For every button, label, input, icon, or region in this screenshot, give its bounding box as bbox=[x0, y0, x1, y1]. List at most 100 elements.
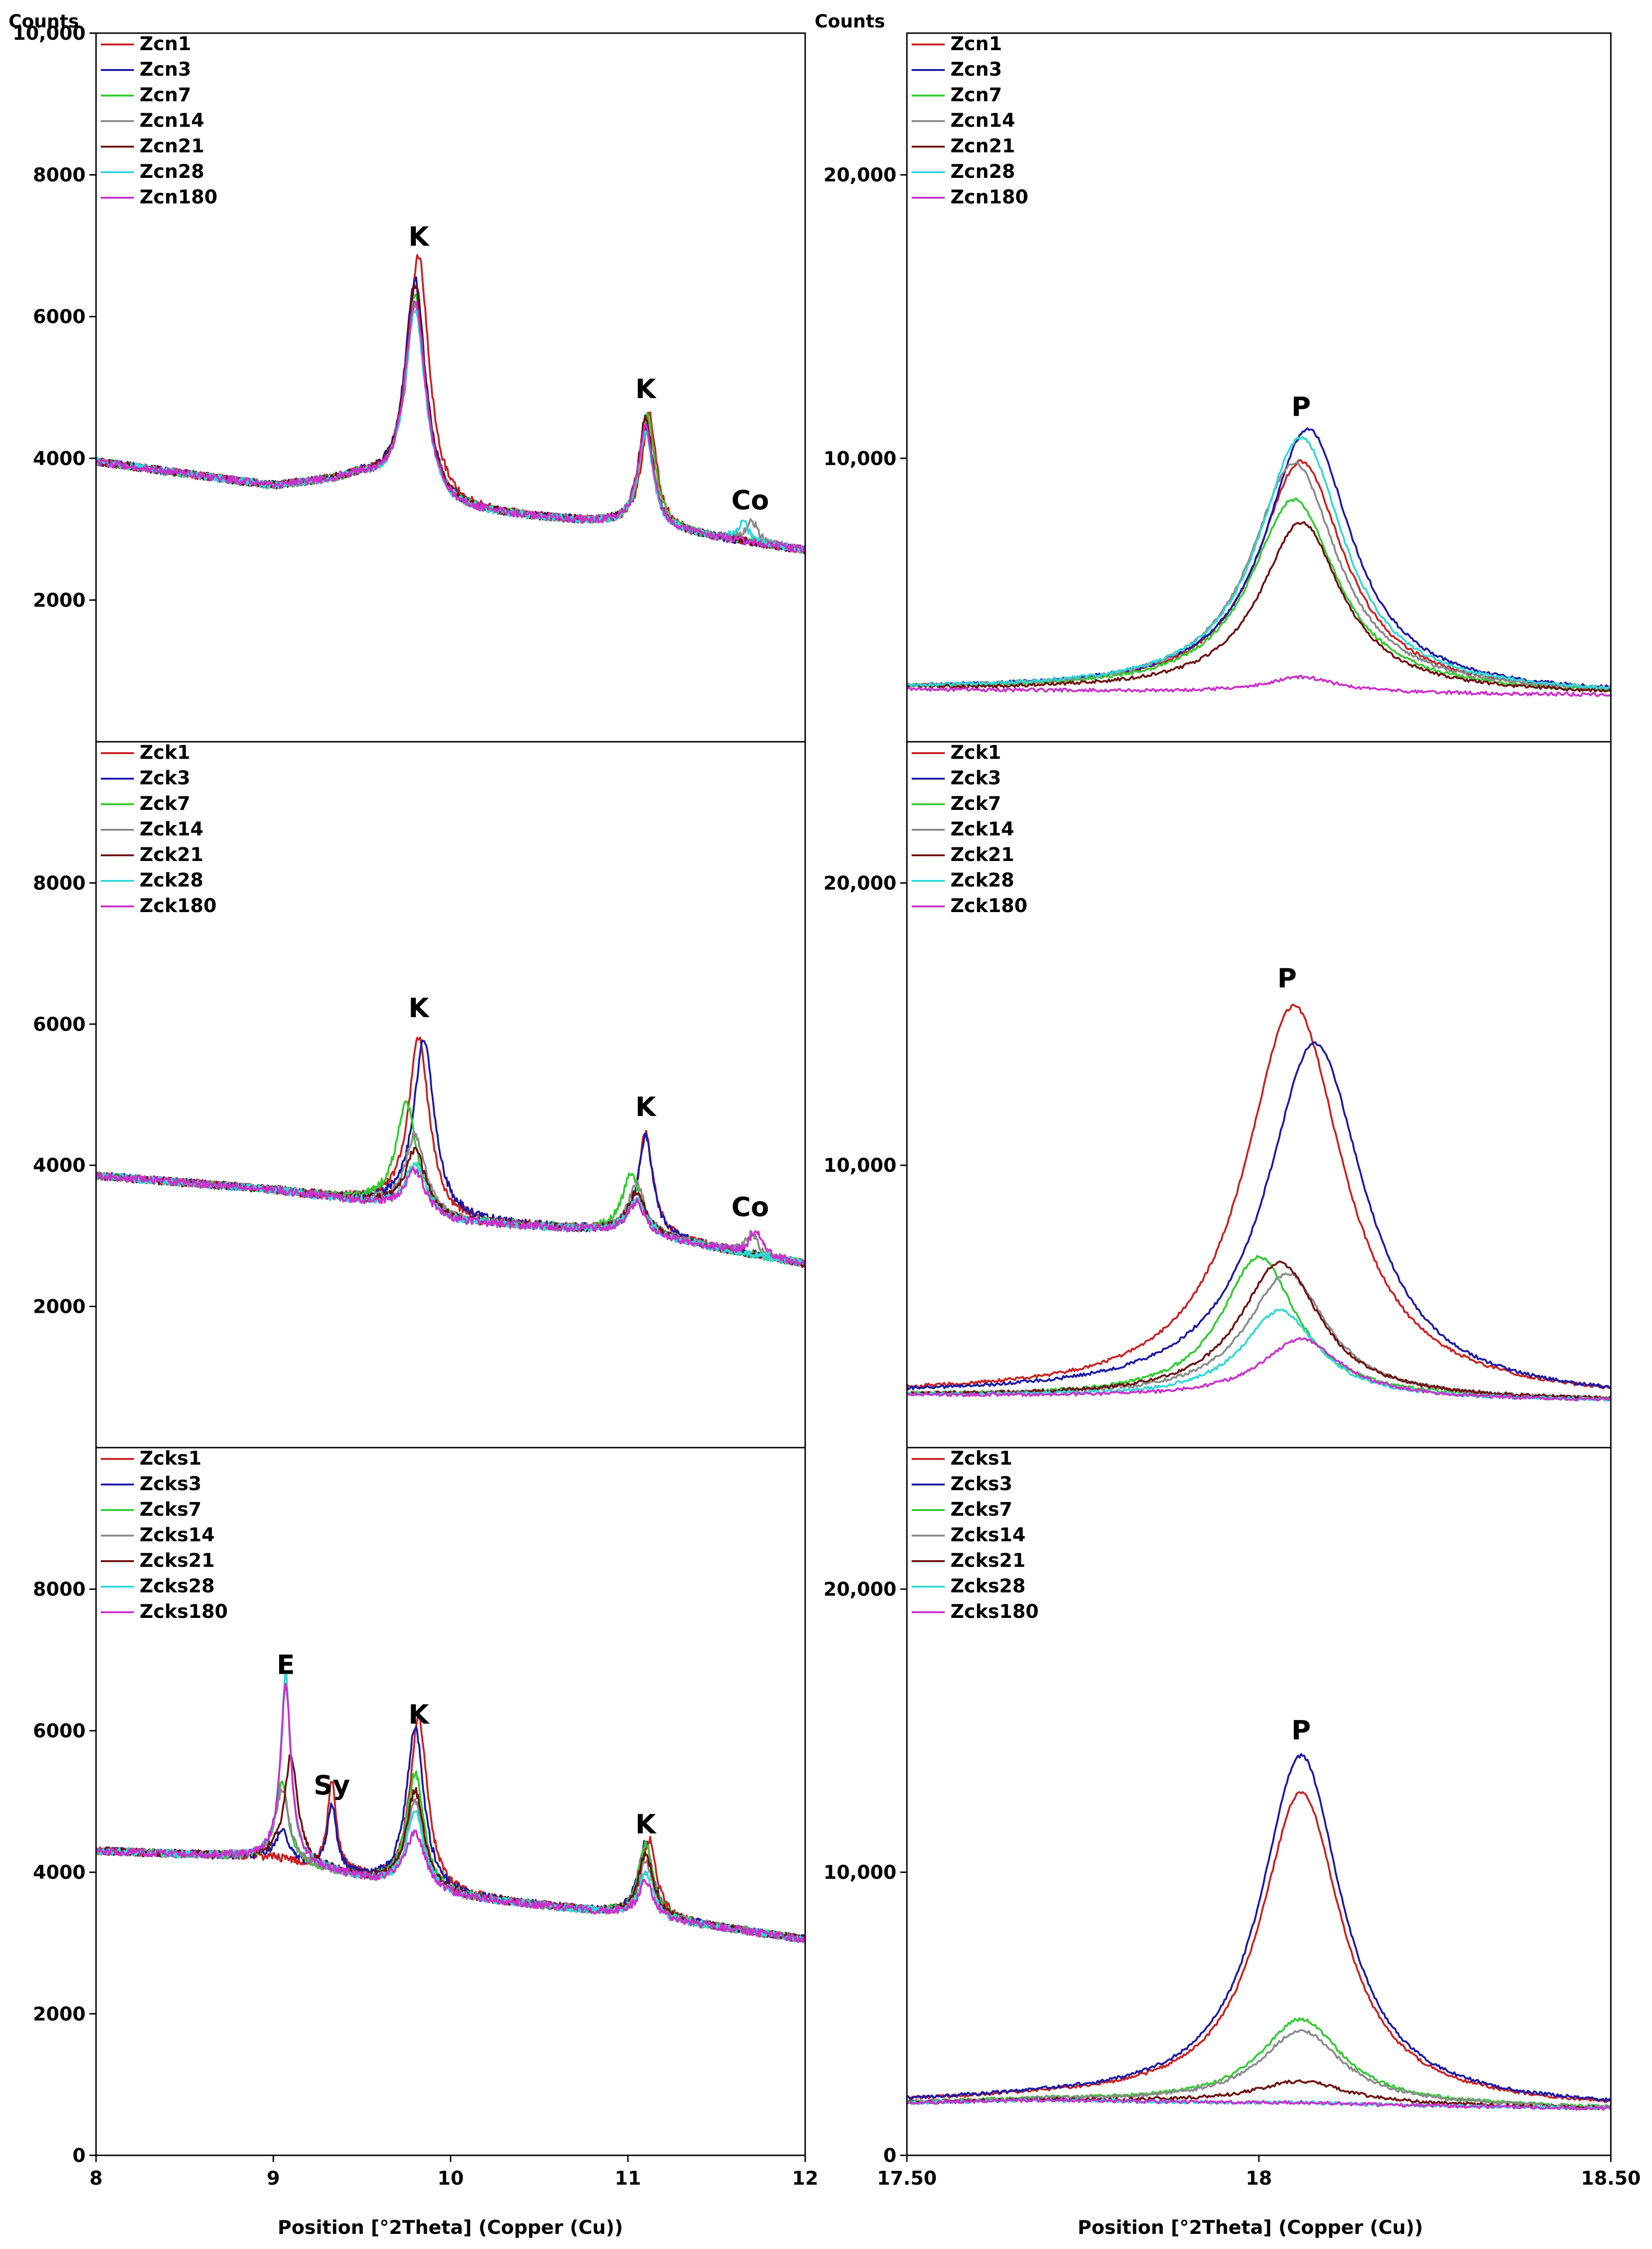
series-group bbox=[907, 1003, 1611, 1402]
peak-label: K bbox=[635, 1809, 657, 1840]
legend-entry: Zcks3 bbox=[950, 1473, 1012, 1495]
peak-label: P bbox=[1292, 1715, 1311, 1746]
peak-label: E bbox=[277, 1650, 295, 1681]
y-tick-label: 0 bbox=[72, 2145, 86, 2167]
legend-entry: Zcks180 bbox=[950, 1601, 1039, 1623]
series-group bbox=[96, 254, 805, 554]
panel-zck-right: 10,000 20,000 Zck1 Zck3 Zck7 Zck14 Zck21 Zck28 Z… bbox=[824, 741, 1612, 1449]
y-tick-label: 10,000 bbox=[824, 1862, 896, 1884]
y-tick-label: 20,000 bbox=[824, 1579, 896, 1600]
legend-entry: Zck1 bbox=[140, 742, 190, 764]
left-counts-label: Counts bbox=[9, 11, 79, 32]
peak-label: Sy bbox=[314, 1770, 350, 1801]
x-tick-label: 9 bbox=[267, 2168, 280, 2189]
legend-entry: Zcn28 bbox=[950, 161, 1015, 183]
y-tick-label: 8000 bbox=[33, 872, 86, 894]
peak-label: K bbox=[408, 1699, 430, 1730]
y-tick-label: 20,000 bbox=[824, 165, 896, 186]
y-tick-label: 4000 bbox=[33, 1155, 86, 1177]
series-line-zck180 bbox=[96, 1166, 805, 1268]
legend-entry: Zck180 bbox=[950, 895, 1028, 917]
legend-entry: Zcn1 bbox=[950, 33, 1002, 55]
x-tick-label: 18 bbox=[1246, 2168, 1272, 2189]
legend-entry: Zcn1 bbox=[140, 33, 191, 55]
legend-entry: Zcks1 bbox=[950, 1448, 1012, 1469]
series-line-zcks3 bbox=[907, 1753, 1611, 2102]
legend-entry: Zck3 bbox=[950, 767, 1001, 789]
legend-entry: Zcks3 bbox=[140, 1473, 202, 1495]
x-tick-label: 18.50 bbox=[1581, 2168, 1641, 2189]
legend-entry: Zck7 bbox=[950, 793, 1001, 815]
legend-entry: Zcn28 bbox=[140, 161, 204, 183]
legend-entry: Zck14 bbox=[140, 818, 203, 840]
y-tick-label: 10,000 bbox=[13, 23, 86, 44]
legend-entry: Zcks21 bbox=[950, 1550, 1026, 1572]
panel-zcks-left: 0 2000 4000 6000 8000 8 9 10 11 12 Zcks1 Zcks3 Zcks7… bbox=[33, 1447, 818, 2189]
y-tick-label: 8000 bbox=[33, 1579, 86, 1600]
series-line-zcks180 bbox=[907, 2098, 1611, 2111]
peak-label: K bbox=[408, 993, 430, 1024]
legend-entry: Zck180 bbox=[140, 895, 217, 917]
legend-entry: Zcks28 bbox=[140, 1575, 215, 1597]
legend-entry: Zcn7 bbox=[140, 84, 191, 106]
peak-label: Co bbox=[731, 1192, 769, 1223]
y-tick-label: 4000 bbox=[33, 1862, 86, 1884]
panel-zcn-right: 10,000 20,000 Zcn1 Zcn3 Zcn7 Zcn14 Zcn21 Zcn28 Z… bbox=[824, 32, 1612, 743]
legend-entry: Zcn3 bbox=[950, 59, 1002, 80]
legend-entry: Zcks14 bbox=[950, 1524, 1026, 1546]
legend-entry: Zcn7 bbox=[950, 84, 1002, 106]
y-tick-label: 2000 bbox=[33, 2003, 86, 2025]
series-line-zcks14 bbox=[907, 2029, 1611, 2109]
y-tick-label: 0 bbox=[883, 2145, 896, 2167]
legend-entry: Zcks180 bbox=[140, 1601, 228, 1623]
legend-entry: Zcn180 bbox=[950, 186, 1028, 208]
legend-entry: Zcn3 bbox=[140, 59, 191, 80]
y-tick-label: 10,000 bbox=[824, 1155, 896, 1177]
y-tick-label: 8000 bbox=[33, 165, 86, 186]
legend-entry: Zcn21 bbox=[140, 135, 204, 157]
peak-label: Co bbox=[731, 485, 769, 516]
x-tick-label: 12 bbox=[792, 2168, 818, 2189]
x-tick-label: 11 bbox=[615, 2168, 641, 2189]
series-group bbox=[96, 1672, 805, 1944]
right-counts-label: Counts bbox=[815, 11, 885, 32]
peak-label: K bbox=[635, 374, 657, 404]
y-tick-label: 2000 bbox=[33, 1296, 86, 1318]
series-group bbox=[907, 1753, 1611, 2111]
panel-zcks-right: 0 10,000 20,000 17.50 18 18.50 Zcks1 Zcks3 Zcks7… bbox=[824, 1447, 1641, 2189]
y-tick-label: 10,000 bbox=[824, 448, 896, 470]
legend-entry: Zck1 bbox=[950, 742, 1001, 764]
y-tick-label: 6000 bbox=[33, 1014, 86, 1036]
series-group bbox=[96, 1037, 805, 1268]
legend-entry: Zcks1 bbox=[140, 1448, 202, 1469]
panel-zck-left: 2000 4000 6000 8000 Zck1 Zck3 Zck7 Zck14 Zck21 Zc… bbox=[33, 741, 806, 1449]
x-tick-label: 10 bbox=[438, 2168, 464, 2189]
y-tick-label: 4000 bbox=[33, 448, 86, 470]
legend-entry: Zcn14 bbox=[950, 110, 1015, 132]
peak-label: P bbox=[1277, 963, 1297, 994]
series-line-zcks180 bbox=[96, 1683, 805, 1943]
peak-label: P bbox=[1292, 392, 1311, 422]
series-line-zcn180 bbox=[907, 675, 1611, 697]
legend-entry: Zcks28 bbox=[950, 1575, 1026, 1597]
legend-entry: Zcks7 bbox=[140, 1499, 202, 1520]
y-tick-label: 6000 bbox=[33, 306, 86, 328]
legend-entry: Zcks21 bbox=[140, 1550, 215, 1572]
series-line-zcn21 bbox=[907, 521, 1611, 693]
legend-entry: Zck21 bbox=[140, 844, 203, 866]
x-tick-label: 17.50 bbox=[877, 2168, 937, 2189]
legend-entry: Zcks7 bbox=[950, 1499, 1012, 1520]
legend-entry: Zcn21 bbox=[950, 135, 1015, 157]
peak-label: K bbox=[635, 1092, 657, 1123]
y-tick-label: 20,000 bbox=[824, 872, 896, 894]
series-line-zck180 bbox=[907, 1337, 1611, 1402]
legend-entry: Zcks14 bbox=[140, 1524, 215, 1546]
legend-entry: Zcn180 bbox=[140, 186, 218, 208]
right-x-axis-title: Position [°2Theta] (Copper (Cu)) bbox=[1078, 2217, 1423, 2239]
series-line-zcn28 bbox=[907, 436, 1611, 690]
left-x-axis-title: Position [°2Theta] (Copper (Cu)) bbox=[278, 2217, 623, 2239]
legend-entry: Zck28 bbox=[140, 870, 203, 891]
peak-label: K bbox=[408, 221, 430, 252]
y-tick-label: 6000 bbox=[33, 1720, 86, 1742]
